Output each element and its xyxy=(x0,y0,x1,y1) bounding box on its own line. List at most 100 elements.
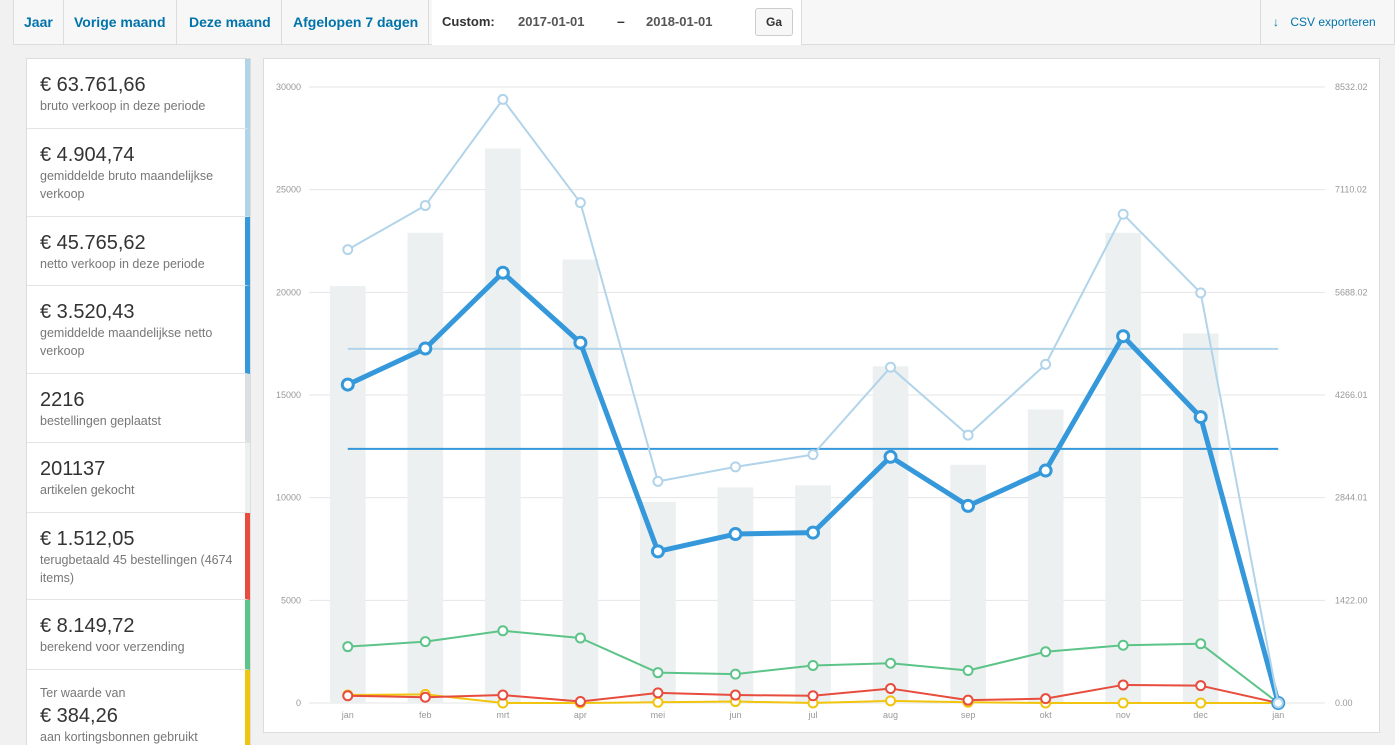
start-date-input[interactable]: 2017-01-01 xyxy=(518,14,585,29)
y-left-tick-label: 30000 xyxy=(276,82,301,92)
data-point xyxy=(729,461,741,473)
sales-chart: 0 0.00 5000 1422.00 10000 2844.01 15000 4266.01… xyxy=(263,58,1380,733)
x-tick-label: jul xyxy=(807,710,817,720)
y-right-tick-label: 2844.01 xyxy=(1335,493,1368,503)
tab-last-month[interactable]: Vorige maand xyxy=(64,0,177,45)
data-point xyxy=(574,696,586,708)
data-point xyxy=(650,544,665,559)
legend-value: 2216 xyxy=(40,389,85,411)
data-point xyxy=(962,665,974,677)
data-point xyxy=(1195,680,1207,692)
y-left-tick-label: 0 xyxy=(296,698,301,708)
bar xyxy=(407,232,444,703)
end-date-input[interactable]: 2018-01-01 xyxy=(646,14,713,29)
legend-avg-net-sales[interactable]: € 3.520,43 gemiddelde maandelijkse netto… xyxy=(27,286,250,374)
data-point xyxy=(806,525,820,540)
legend-coupons[interactable]: Ter waarde van € 384,26 aan kortingsbonn… xyxy=(27,670,250,745)
tab-year[interactable]: Jaar xyxy=(14,0,64,45)
data-point xyxy=(807,690,819,702)
y-left-tick-label: 15000 xyxy=(276,390,301,400)
data-point xyxy=(962,429,974,441)
legend-orders-placed[interactable]: 2216 bestellingen geplaatst xyxy=(27,374,250,443)
legend-value: € 8.149,72 xyxy=(40,615,135,637)
csv-export-label: CSV exporteren xyxy=(1290,15,1376,29)
x-tick-label: feb xyxy=(419,710,432,720)
data-point xyxy=(342,244,354,256)
legend-gross-sales[interactable]: € 63.761,66 bruto verkoop in deze period… xyxy=(27,59,250,129)
data-point xyxy=(418,341,433,356)
data-point xyxy=(729,689,741,701)
data-point xyxy=(1117,679,1129,691)
data-point xyxy=(419,691,431,703)
legend-shipping[interactable]: € 8.149,72 berekend voor verzending xyxy=(27,600,250,670)
data-point xyxy=(807,449,819,461)
x-tick-label: jan xyxy=(341,710,354,720)
data-point xyxy=(1195,638,1207,650)
legend-items-purchased[interactable]: 201137 artikelen gekocht xyxy=(27,443,250,513)
legend-label: bruto verkoop in deze periode xyxy=(40,99,206,113)
legend-value: € 4.904,74 xyxy=(40,144,135,166)
data-point xyxy=(885,683,897,695)
data-point xyxy=(497,689,509,701)
data-point xyxy=(1116,329,1131,344)
legend-refunds[interactable]: € 1.512,05 terugbetaald 45 bestellingen … xyxy=(27,513,250,600)
data-point xyxy=(1117,697,1129,709)
legend-value: € 1.512,05 xyxy=(40,528,135,550)
y-right-tick-label: 0.00 xyxy=(1335,698,1353,708)
custom-range: Custom: 2017-01-01 – 2018-01-01 Ga xyxy=(432,0,802,45)
legend-label: berekend voor verzending xyxy=(40,640,185,654)
data-point xyxy=(1040,646,1052,658)
tab-last-7-days[interactable]: Afgelopen 7 dagen xyxy=(283,0,430,45)
legend-label: terugbetaald 45 bestellingen (4674 items… xyxy=(40,553,233,585)
data-point xyxy=(1195,287,1207,299)
data-point xyxy=(883,449,898,464)
data-point xyxy=(419,636,431,648)
data-point xyxy=(1040,693,1052,705)
data-point xyxy=(342,690,354,702)
custom-label: Custom: xyxy=(442,14,495,29)
legend-label: bestellingen geplaatst xyxy=(40,414,161,428)
chart-legend: € 63.761,66 bruto verkoop in deze period… xyxy=(26,58,251,745)
legend-prefix: Ter waarde van xyxy=(40,686,126,700)
data-point xyxy=(1195,697,1207,709)
x-tick-label: okt xyxy=(1040,710,1053,720)
data-point xyxy=(1272,697,1284,709)
csv-export-button[interactable]: ↓ CSV exporteren xyxy=(1260,0,1394,45)
y-right-tick-label: 1422.00 xyxy=(1335,595,1368,605)
period-tabs: Jaar Vorige maand Deze maand Afgelopen 7… xyxy=(13,0,1395,45)
legend-value: € 45.765,62 xyxy=(40,232,146,254)
go-button[interactable]: Ga xyxy=(755,8,793,36)
legend-net-sales[interactable]: € 45.765,62 netto verkoop in deze period… xyxy=(27,217,250,286)
bar xyxy=(329,286,366,703)
x-tick-label: sep xyxy=(961,710,976,720)
x-tick-label: mei xyxy=(651,710,666,720)
data-point xyxy=(729,668,741,680)
legend-value: € 384,26 xyxy=(40,705,118,727)
x-tick-label: apr xyxy=(574,710,587,720)
bar xyxy=(485,148,521,704)
data-point xyxy=(574,197,586,209)
y-left-tick-label: 25000 xyxy=(276,185,301,195)
data-point xyxy=(652,687,664,699)
data-point xyxy=(1117,639,1129,651)
x-tick-label: mrt xyxy=(496,710,509,720)
y-left-tick-label: 5000 xyxy=(281,595,301,605)
data-point xyxy=(885,657,897,669)
data-point xyxy=(495,265,510,280)
data-point xyxy=(573,335,588,350)
tab-this-month[interactable]: Deze maand xyxy=(179,0,282,45)
data-point xyxy=(497,93,509,105)
y-left-tick-label: 10000 xyxy=(276,493,301,503)
legend-label: gemiddelde bruto maandelijkse verkoop xyxy=(40,169,214,201)
chart-svg: 0 0.00 5000 1422.00 10000 2844.01 15000 4266.01… xyxy=(276,82,1368,720)
x-tick-label: jan xyxy=(1271,710,1284,720)
legend-value: € 3.520,43 xyxy=(40,301,135,323)
data-point xyxy=(652,475,664,487)
date-separator: – xyxy=(617,13,625,29)
legend-label: aan kortingsbonnen gebruikt xyxy=(40,730,198,744)
data-point xyxy=(419,200,431,212)
legend-label: gemiddelde maandelijkse netto verkoop xyxy=(40,326,213,358)
bar xyxy=(1105,232,1141,703)
legend-avg-gross-sales[interactable]: € 4.904,74 gemiddelde bruto maandelijkse… xyxy=(27,129,250,217)
y-right-tick-label: 8532.02 xyxy=(1335,82,1368,92)
